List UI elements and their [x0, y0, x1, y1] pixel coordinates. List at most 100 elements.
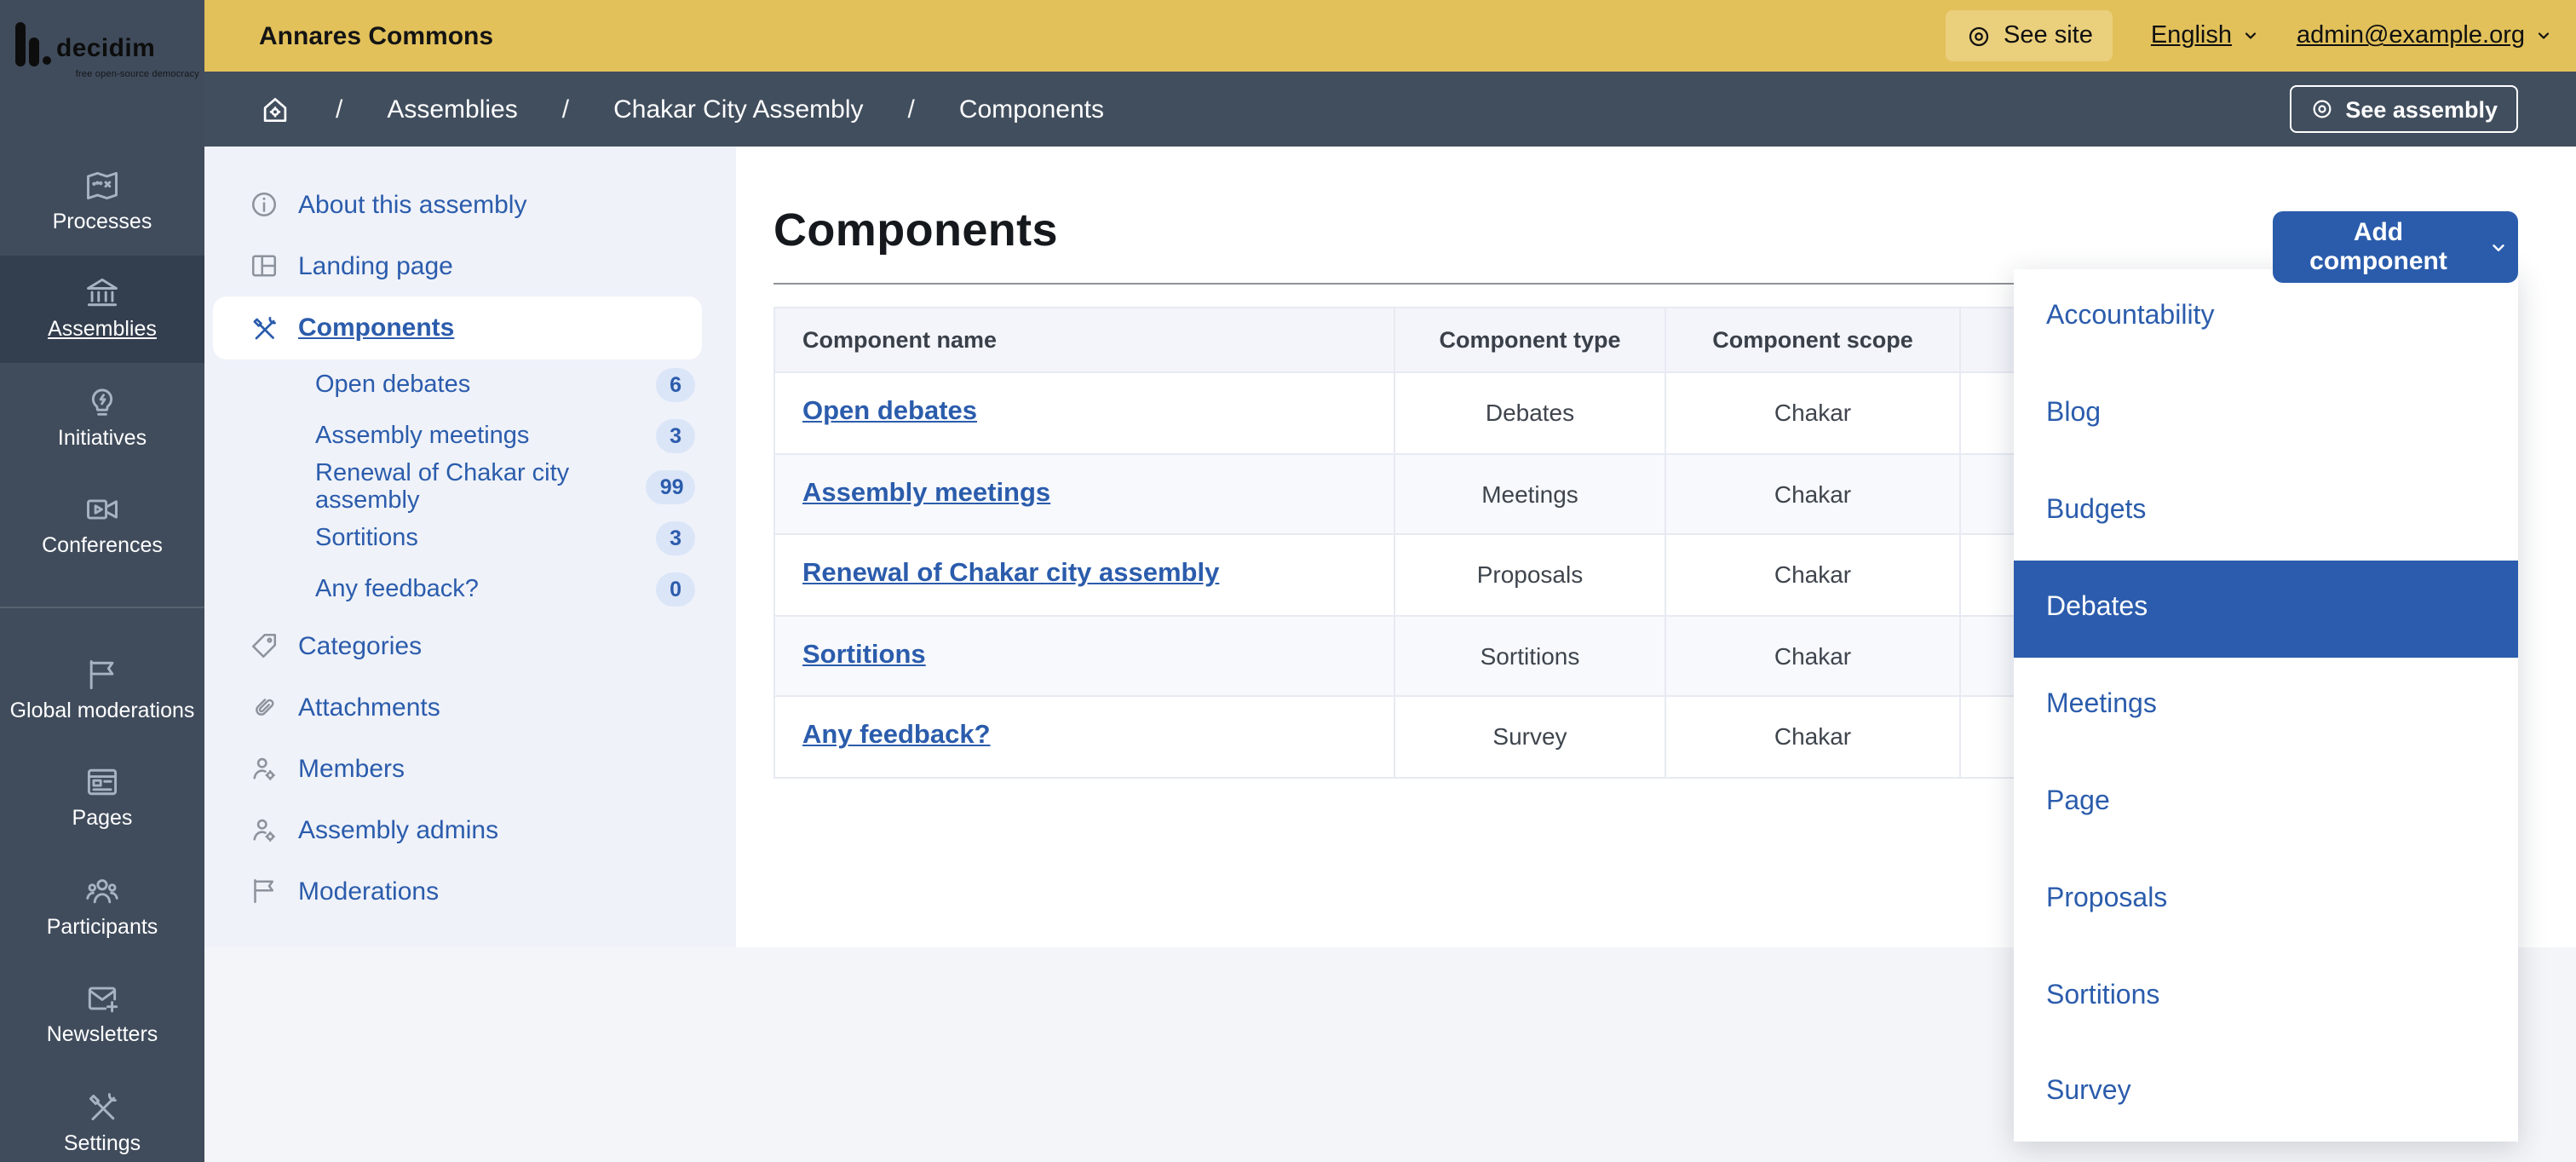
dropdown-item-meetings[interactable]: Meetings	[2046, 689, 2157, 719]
sidebar-item-processes[interactable]: Processes	[0, 147, 204, 255]
assembly-nav-label: Landing page	[298, 251, 453, 280]
component-name-link[interactable]: Open debates	[802, 397, 977, 427]
column-header-component-scope: Component scope	[1666, 308, 1961, 371]
component-name-link[interactable]: Assembly meetings	[802, 478, 1051, 508]
language-label: English	[2150, 22, 2232, 49]
component-type-cell: Sortitions	[1395, 616, 1666, 695]
sidebar-item-settings[interactable]: Settings	[0, 1068, 204, 1162]
see-site-button[interactable]: See site	[1946, 10, 2113, 61]
add-component-label: Add component	[2309, 218, 2447, 276]
assembly-nav-members[interactable]: Members	[204, 738, 736, 799]
count-badge: 0	[656, 572, 695, 607]
component-link-open-debates[interactable]: Open debates 6	[204, 360, 736, 411]
assembly-nav-moderations[interactable]: Moderations	[204, 860, 736, 922]
component-scope-cell: Chakar	[1666, 535, 1961, 614]
component-name-link[interactable]: Sortitions	[802, 640, 926, 670]
tag-icon	[249, 630, 279, 661]
sidebar-item-pages[interactable]: Pages	[0, 744, 204, 852]
component-type-cell: Survey	[1395, 697, 1666, 776]
sidebar-item-conferences[interactable]: Conferences	[0, 471, 204, 579]
info-circle-icon	[249, 189, 279, 220]
assembly-nav-components[interactable]: Components	[213, 296, 702, 360]
dropdown-item-proposals[interactable]: Proposals	[2046, 883, 2168, 913]
flag-icon	[249, 876, 279, 906]
breadcrumb-components[interactable]: Components	[958, 95, 1104, 124]
main-nav: Processes Assemblies	[0, 147, 204, 1162]
add-component-button[interactable]: Add component	[2273, 211, 2518, 283]
count-badge: 99	[646, 469, 695, 505]
component-link-assembly-meetings[interactable]: Assembly meetings 3	[204, 411, 736, 462]
account-email: admin@example.org	[2296, 22, 2525, 49]
flag-icon	[83, 656, 121, 693]
component-link-any-feedback[interactable]: Any feedback? 0	[204, 564, 736, 615]
sidebar-item-label: Pages	[72, 806, 133, 831]
dropdown-item-budgets[interactable]: Budgets	[2046, 496, 2147, 526]
topbar: Annares Commons See site English admin@e…	[204, 0, 2576, 72]
see-assembly-button[interactable]: See assembly	[2289, 85, 2518, 133]
chevron-down-icon	[2489, 238, 2508, 256]
column-header-component-name: Component name	[775, 308, 1395, 371]
count-badge: 3	[656, 418, 695, 454]
assembly-nav-label: Components	[298, 314, 455, 342]
logo-tagline: free open-source democracy	[75, 70, 199, 80]
dropdown-item-sortitions[interactable]: Sortitions	[2046, 981, 2160, 1010]
dropdown-item-survey[interactable]: Survey	[2046, 1077, 2131, 1107]
team-icon	[83, 872, 121, 910]
decidim-logo[interactable]: decidim free open-source democracy	[15, 22, 199, 80]
dropdown-item-debates[interactable]: Debates	[2014, 560, 2518, 657]
count-badge: 3	[656, 521, 695, 556]
heading-divider	[773, 283, 2518, 285]
component-scope-cell: Chakar	[1666, 373, 1961, 452]
sidebar-item-initiatives[interactable]: Initiatives	[0, 363, 204, 471]
assembly-nav-about[interactable]: About this assembly	[204, 174, 736, 235]
chevron-down-icon	[2535, 27, 2552, 44]
component-label: Any feedback?	[315, 576, 479, 603]
component-link-sortitions[interactable]: Sortitions 3	[204, 513, 736, 564]
sidebar-item-participants[interactable]: Participants	[0, 852, 204, 960]
component-label: Sortitions	[315, 525, 418, 552]
sidebar-item-global-moderations[interactable]: Global moderations	[0, 636, 204, 744]
tools-icon	[249, 313, 279, 343]
breadcrumb-assembly-name[interactable]: Chakar City Assembly	[613, 95, 864, 124]
assembly-nav-label: About this assembly	[298, 190, 527, 219]
assembly-nav-categories[interactable]: Categories	[204, 615, 736, 676]
dropdown-item-blog[interactable]: Blog	[2046, 399, 2102, 429]
language-selector[interactable]: English	[2151, 22, 2259, 49]
component-name-link[interactable]: Renewal of Chakar city assembly	[802, 559, 1220, 589]
assembly-nav-label: Moderations	[298, 877, 440, 906]
dropdown-item-page[interactable]: Page	[2046, 786, 2110, 816]
dropdown-item-accountability[interactable]: Accountability	[2046, 302, 2215, 331]
assembly-nav-assembly-admins[interactable]: Assembly admins	[204, 799, 736, 860]
component-link-renewal[interactable]: Renewal of Chakar city assembly 99	[204, 460, 736, 515]
component-name-link[interactable]: Any feedback?	[802, 721, 991, 751]
home-gear-icon[interactable]	[259, 93, 291, 125]
account-menu[interactable]: admin@example.org	[2297, 22, 2552, 49]
breadcrumb-separator: /	[336, 95, 343, 124]
paperclip-icon	[249, 692, 279, 722]
sidebar-item-label: Processes	[52, 209, 152, 233]
assembly-nav-landing-page[interactable]: Landing page	[204, 235, 736, 296]
component-label: Assembly meetings	[315, 423, 530, 450]
video-camera-icon	[83, 492, 121, 529]
eye-icon	[1966, 23, 1992, 49]
pages-icon	[83, 764, 121, 802]
sidebar-item-assemblies[interactable]: Assemblies	[0, 255, 204, 363]
sidebar-item-label: Assemblies	[48, 317, 157, 342]
breadcrumb-bar: / Assemblies / Chakar City Assembly / Co…	[204, 72, 2576, 147]
sidebar-item-label: Conferences	[42, 533, 163, 558]
mail-add-icon	[83, 981, 121, 1018]
bank-icon	[83, 275, 121, 313]
add-component-dropdown: Accountability Blog Budgets Debates Meet…	[2014, 269, 2518, 1142]
assembly-nav-attachments[interactable]: Attachments	[204, 676, 736, 738]
count-badge: 6	[656, 367, 695, 403]
sidebar-item-label: Newsletters	[46, 1022, 158, 1047]
assembly-nav-label: Members	[298, 754, 405, 783]
component-type-cell: Meetings	[1395, 454, 1666, 533]
breadcrumb-assemblies[interactable]: Assemblies	[387, 95, 518, 124]
assembly-nav-label: Categories	[298, 631, 423, 660]
sidebar-item-newsletters[interactable]: Newsletters	[0, 960, 204, 1068]
lightbulb-icon	[83, 383, 121, 421]
chevron-down-icon	[2242, 27, 2259, 44]
breadcrumb-separator: /	[907, 95, 915, 124]
see-site-label: See site	[2004, 22, 2093, 49]
